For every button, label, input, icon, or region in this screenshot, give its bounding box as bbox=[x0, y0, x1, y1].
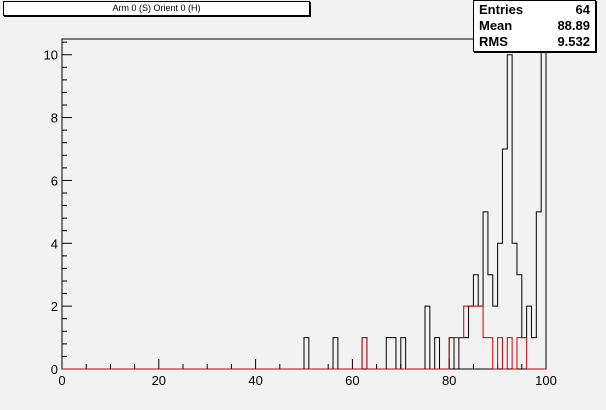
histogram-bin bbox=[401, 338, 406, 369]
histogram-series bbox=[62, 22, 547, 370]
histogram-series-2 bbox=[62, 305, 546, 370]
y-tick-label: 4 bbox=[51, 236, 58, 251]
histogram-bin bbox=[473, 306, 478, 369]
stats-row-entries: Entries 64 bbox=[479, 2, 590, 18]
histogram-bin bbox=[493, 306, 498, 369]
stats-entries-label: Entries bbox=[479, 2, 524, 17]
histogram-bin bbox=[391, 338, 396, 369]
stats-row-rms: RMS 9.532 bbox=[479, 34, 590, 50]
stats-mean-value: 88.89 bbox=[557, 18, 590, 33]
histogram-bin bbox=[425, 306, 430, 369]
histogram-bin bbox=[512, 243, 517, 369]
y-tick-label: 0 bbox=[51, 362, 58, 377]
histogram-bin bbox=[449, 338, 454, 369]
histogram-bin bbox=[435, 338, 440, 369]
y-tick-label: 10 bbox=[44, 48, 58, 63]
histogram-bin bbox=[464, 306, 469, 369]
histogram-bin bbox=[478, 306, 483, 369]
histogram-bin bbox=[507, 55, 512, 369]
histogram-bin bbox=[522, 338, 527, 369]
histogram-bin bbox=[304, 338, 309, 369]
histogram-bin bbox=[469, 306, 474, 369]
x-tick-label: 0 bbox=[58, 373, 65, 388]
x-tick-label: 100 bbox=[535, 373, 557, 388]
stats-rms-value: 9.532 bbox=[557, 34, 590, 49]
histogram-bin bbox=[454, 338, 459, 369]
histogram-bin bbox=[531, 338, 536, 369]
y-tick-label: 6 bbox=[51, 173, 58, 188]
histogram-bin bbox=[536, 212, 541, 369]
histogram-bin bbox=[362, 338, 367, 369]
stats-entries-value: 64 bbox=[575, 2, 590, 17]
histogram-bin bbox=[488, 338, 493, 369]
chart-title: Arm 0 (S) Orient 0 (H) bbox=[3, 1, 310, 16]
histogram-bin bbox=[502, 149, 507, 369]
histogram-bin bbox=[517, 338, 522, 369]
x-tick-label: 20 bbox=[152, 373, 166, 388]
y-tick-label: 2 bbox=[51, 299, 58, 314]
histogram-bin bbox=[507, 338, 512, 369]
x-tick-label: 80 bbox=[442, 373, 456, 388]
histogram-bin bbox=[333, 338, 338, 369]
histogram-bin bbox=[527, 306, 532, 369]
x-tick-label: 60 bbox=[345, 373, 359, 388]
histogram-bin bbox=[386, 338, 391, 369]
histogram-bin bbox=[498, 338, 503, 369]
stats-mean-label: Mean bbox=[479, 18, 513, 33]
x-tick-label: 40 bbox=[248, 373, 262, 388]
stats-box: Entries 64 Mean 88.89 RMS 9.532 bbox=[473, 0, 596, 52]
y-tick-label: 8 bbox=[51, 111, 58, 126]
stats-row-mean: Mean 88.89 bbox=[479, 18, 590, 34]
histogram-bin bbox=[541, 23, 546, 369]
plot-frame bbox=[61, 38, 547, 370]
histogram-bin bbox=[459, 338, 464, 369]
tick-labels: 0 20 40 60 80 100 0 2 4 6 8 10 bbox=[44, 48, 557, 388]
stats-rms-label: RMS bbox=[479, 34, 508, 49]
histogram-bin bbox=[483, 338, 488, 369]
